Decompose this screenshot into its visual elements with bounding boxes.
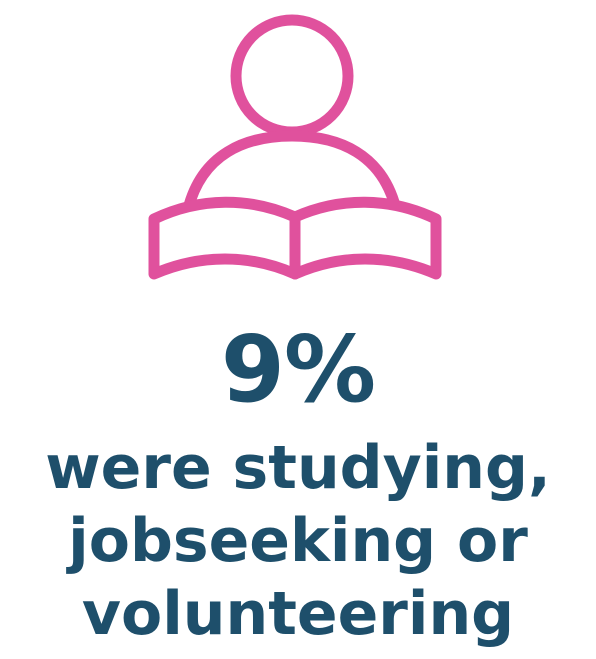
stat-value: 9% — [220, 316, 376, 423]
book-right-page-shape — [289, 196, 442, 280]
stat-caption-line: were studying, — [45, 433, 551, 503]
book-left-page-shape — [148, 196, 301, 280]
person-reading-book-icon — [140, 4, 450, 294]
stat-caption-line: volunteering — [81, 579, 515, 649]
person-head-shape — [230, 14, 354, 138]
stat-caption-line: jobseeking or — [68, 506, 528, 576]
person-body-shape — [182, 130, 402, 215]
stat-caption: were studying, jobseeking or volunteerin… — [0, 432, 596, 651]
